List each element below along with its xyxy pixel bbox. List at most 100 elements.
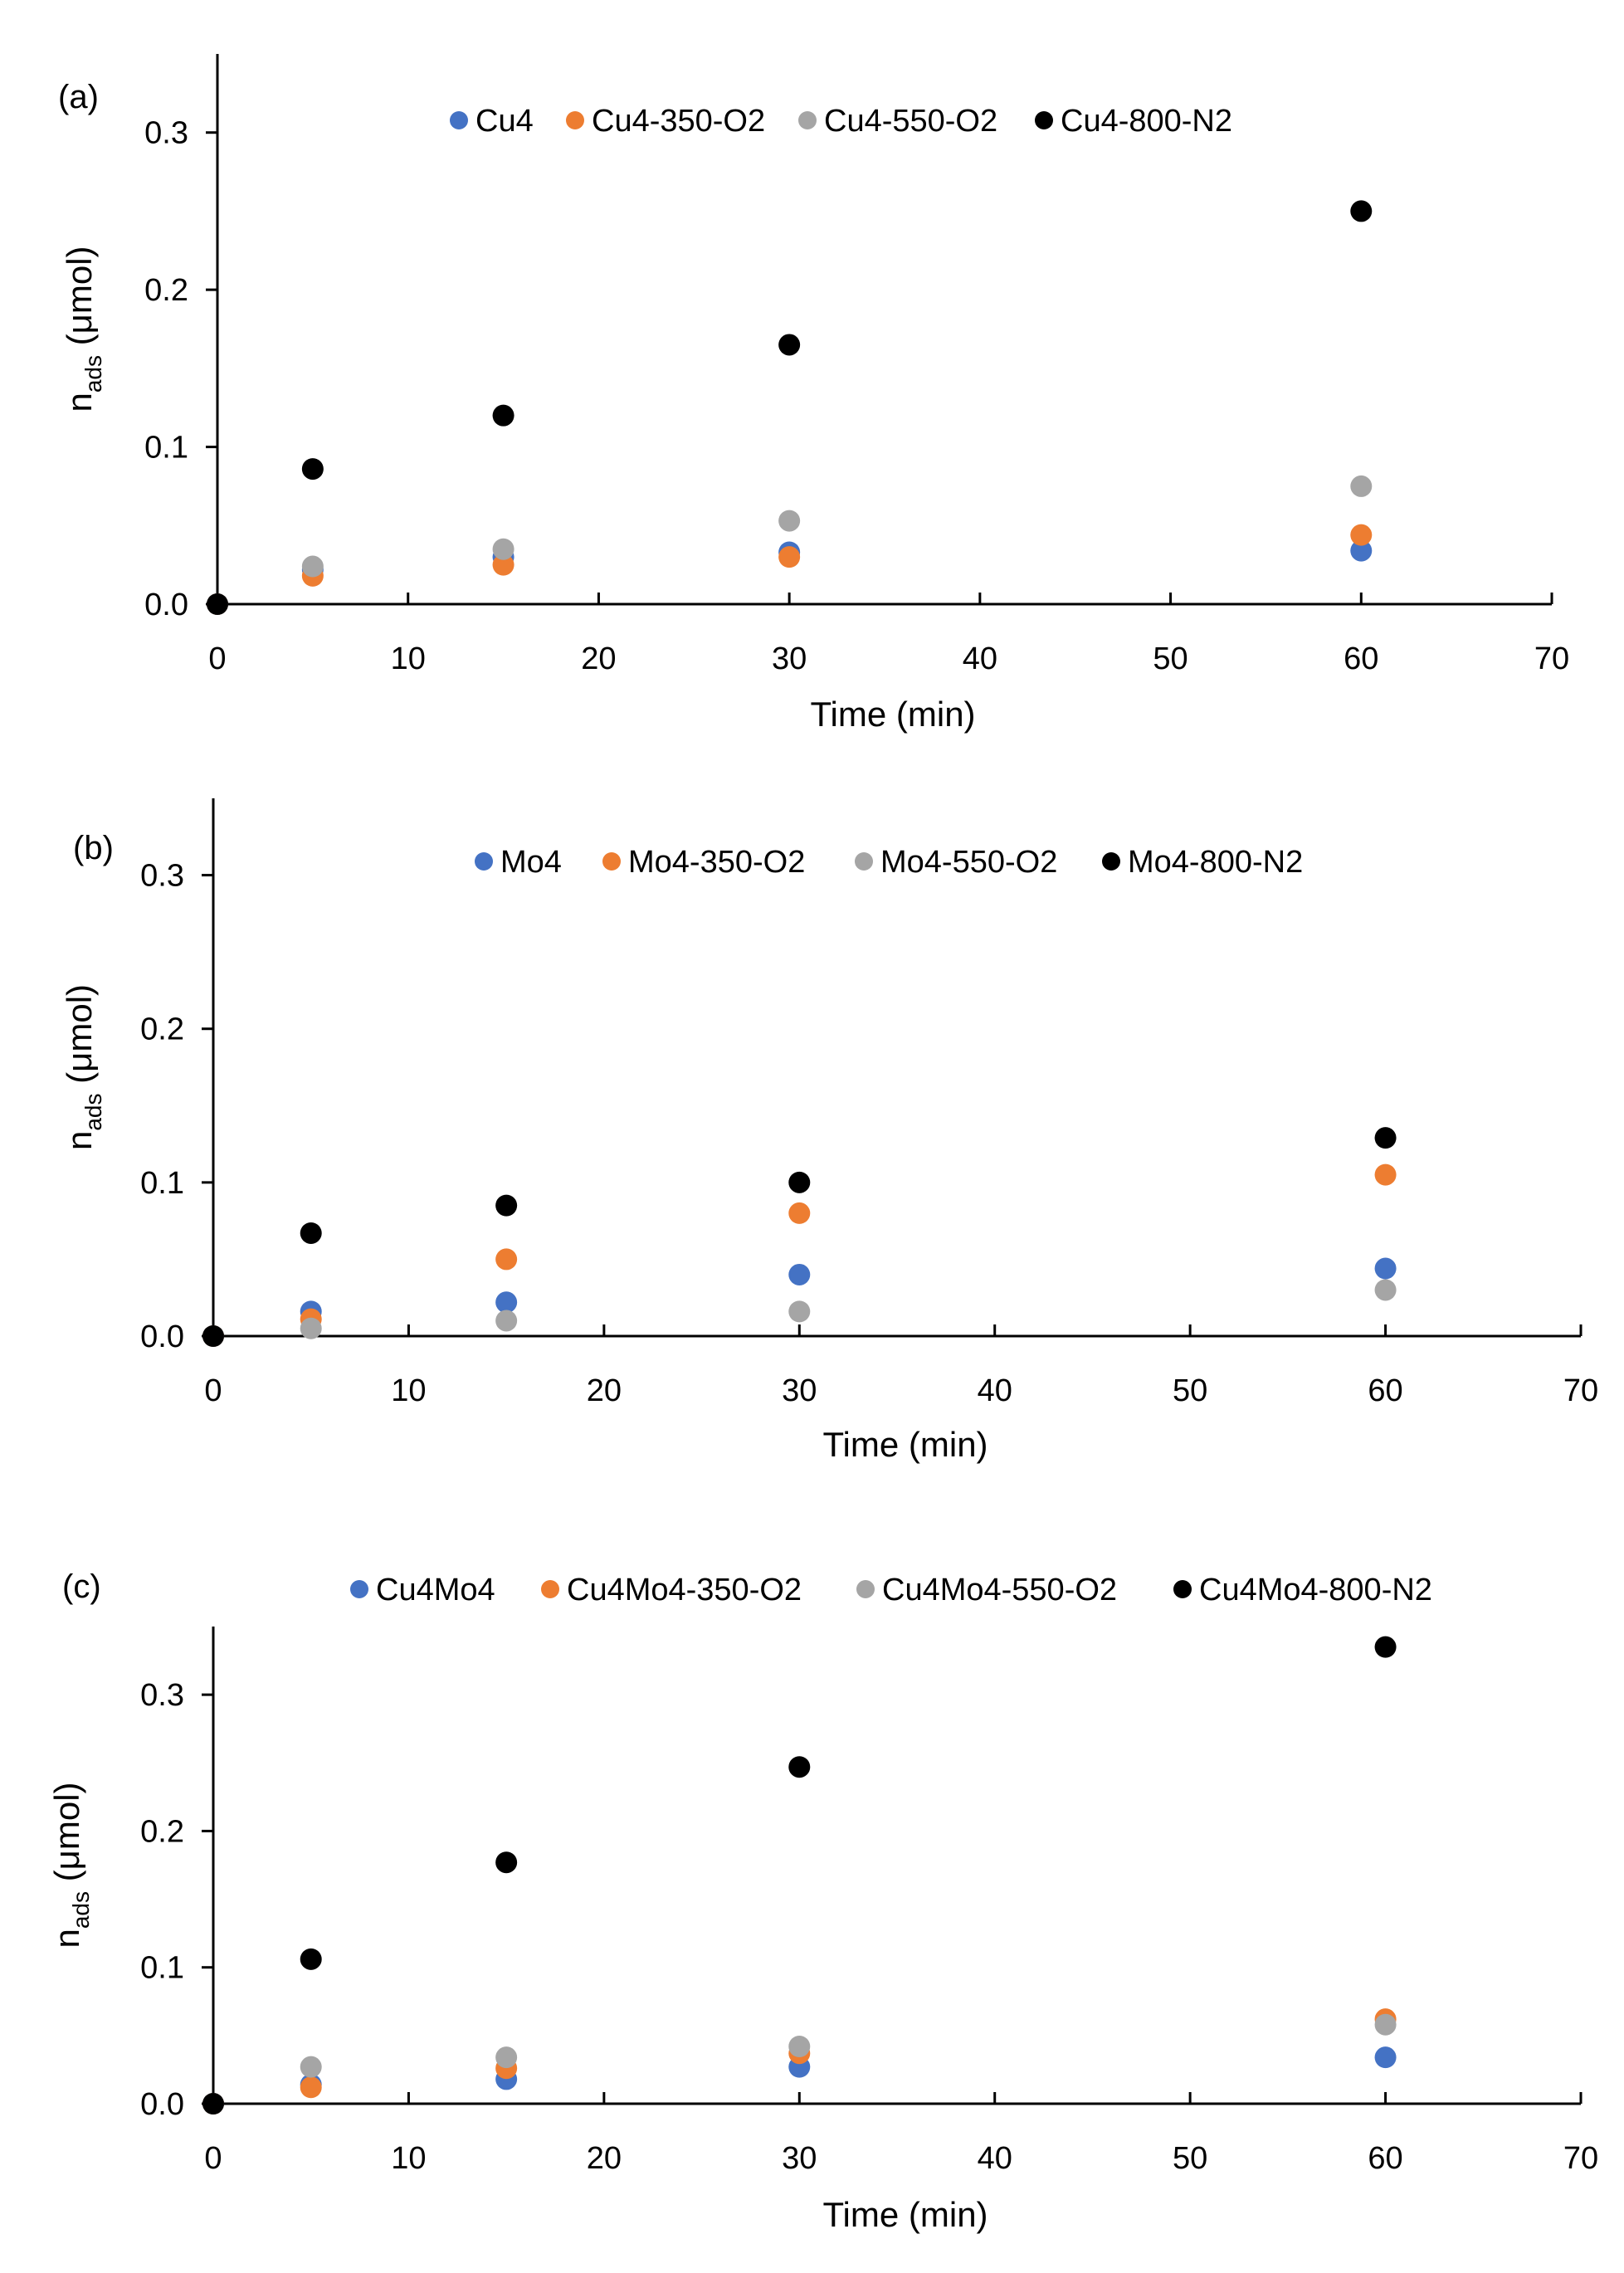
y-tick-label: 0.2 bbox=[140, 1012, 184, 1047]
y-axis-title-main: n bbox=[60, 1131, 99, 1150]
legend-marker-cu4-550-o2 bbox=[798, 111, 817, 129]
data-point-cu4mo4-800-n2 bbox=[1374, 1636, 1397, 1658]
panel-label: (c) bbox=[62, 1568, 101, 1605]
data-point-cu4mo4-550-o2 bbox=[300, 2056, 322, 2078]
y-tick-label: 0.3 bbox=[144, 116, 188, 151]
x-tick-label: 50 bbox=[1173, 2141, 1207, 2176]
x-tick-label: 10 bbox=[391, 641, 426, 676]
data-point-cu4-800-n2 bbox=[1350, 200, 1373, 222]
legend-label-mo4-550-o2: Mo4-550-O2 bbox=[880, 845, 1057, 880]
x-tick-label: 0 bbox=[204, 2141, 222, 2176]
data-point-cu4-550-o2 bbox=[778, 510, 801, 532]
data-point-cu4-800-n2 bbox=[492, 404, 515, 427]
y-tick-label: 0.2 bbox=[144, 273, 188, 308]
legend-label-mo4-350-o2: Mo4-350-O2 bbox=[628, 845, 805, 880]
panel-label: (b) bbox=[73, 830, 114, 866]
y-tick-label: 0.3 bbox=[140, 1678, 184, 1713]
x-tick-label: 70 bbox=[1534, 641, 1569, 676]
chart-panel-b: 0 10 20 30 40 50 60 70 0.0 0.1 0.2 0.3 Time (min) nad… bbox=[60, 798, 1598, 1464]
x-tick-label: 70 bbox=[1563, 1373, 1598, 1408]
data-point-cu4mo4 bbox=[1374, 2046, 1397, 2069]
x-tick-label: 40 bbox=[978, 2141, 1012, 2176]
x-tick-label: 40 bbox=[978, 1373, 1012, 1408]
y-tick-label: 0.1 bbox=[144, 431, 188, 466]
x-tick-label: 10 bbox=[391, 1373, 426, 1408]
x-tick-label: 10 bbox=[391, 2141, 426, 2176]
y-tick-label: 0.0 bbox=[140, 1319, 184, 1354]
legend-marker-cu4-800-n2 bbox=[1035, 111, 1053, 129]
x-axis-title: Time (min) bbox=[822, 2195, 988, 2234]
y-tick-label: 0.2 bbox=[140, 1814, 184, 1849]
x-tick-label: 60 bbox=[1368, 1373, 1402, 1408]
x-axis-title: Time (min) bbox=[810, 695, 975, 734]
legend-marker-cu4mo4-350-o2 bbox=[541, 1580, 559, 1598]
data-point-cu4-800-n2 bbox=[778, 334, 801, 356]
data-point-cu4mo4-800-n2 bbox=[788, 1756, 811, 1778]
data-point-mo4-550-o2 bbox=[300, 1317, 322, 1339]
x-tick-label: 20 bbox=[581, 641, 616, 676]
x-tick-label: 30 bbox=[772, 641, 807, 676]
legend-marker-mo4-350-o2 bbox=[602, 852, 621, 871]
data-point-mo4 bbox=[1374, 1257, 1397, 1280]
legend-marker-cu4mo4 bbox=[350, 1580, 368, 1598]
y-tick-label: 0.3 bbox=[140, 859, 184, 894]
data-point-mo4-800-n2 bbox=[1374, 1127, 1397, 1149]
data-point-cu4-350-o2 bbox=[492, 554, 515, 576]
y-axis-title-unit: (μmol) bbox=[60, 984, 99, 1094]
data-point-cu4 bbox=[1350, 539, 1373, 562]
x-tick-label: 60 bbox=[1368, 2141, 1402, 2176]
data-point-cu4mo4-800-n2 bbox=[495, 1851, 518, 1874]
y-axis-title-unit: (μmol) bbox=[60, 246, 99, 355]
y-tick-label: 0.1 bbox=[140, 1166, 184, 1201]
x-tick-label: 60 bbox=[1344, 641, 1378, 676]
y-axis-title-subscript: ads bbox=[80, 1094, 106, 1131]
legend-marker-cu4 bbox=[450, 111, 468, 129]
data-point-cu4mo4-550-o2 bbox=[1374, 2013, 1397, 2036]
y-tick-label: 0.1 bbox=[140, 1951, 184, 1986]
legend-label-cu4mo4-550-o2: Cu4Mo4-550-O2 bbox=[882, 1573, 1117, 1607]
legend-label-cu4mo4-800-n2: Cu4Mo4-800-N2 bbox=[1199, 1573, 1432, 1607]
data-point-cu4mo4-800-n2 bbox=[300, 1948, 322, 1970]
x-tick-label: 30 bbox=[782, 1373, 817, 1408]
legend-marker-mo4-800-n2 bbox=[1102, 852, 1120, 871]
legend-marker-cu4mo4-550-o2 bbox=[856, 1580, 875, 1598]
data-point-mo4-800-n2 bbox=[300, 1222, 322, 1244]
data-point-mo4-550-o2 bbox=[495, 1310, 518, 1332]
x-tick-label: 50 bbox=[1173, 1373, 1207, 1408]
y-axis-title-unit: (μmol) bbox=[47, 1782, 86, 1891]
x-axis-title: Time (min) bbox=[822, 1425, 988, 1464]
legend-label-cu4mo4: Cu4Mo4 bbox=[376, 1573, 495, 1607]
data-point-cu4-800-n2 bbox=[207, 593, 228, 615]
data-point-cu4mo4-800-n2 bbox=[202, 2093, 224, 2114]
x-tick-label: 70 bbox=[1563, 2141, 1598, 2176]
legend-label-cu4-350-o2: Cu4-350-O2 bbox=[592, 104, 765, 139]
legend-label-cu4-550-o2: Cu4-550-O2 bbox=[824, 104, 997, 139]
legend-label-mo4-800-n2: Mo4-800-N2 bbox=[1128, 845, 1303, 880]
legend-marker-mo4-550-o2 bbox=[855, 852, 873, 871]
panel-label: (a) bbox=[58, 79, 99, 115]
y-axis-title: nads (μmol) bbox=[60, 246, 106, 412]
legend-label-cu4mo4-350-o2: Cu4Mo4-350-O2 bbox=[567, 1573, 802, 1607]
data-point-mo4-350-o2 bbox=[1374, 1163, 1397, 1186]
data-point-mo4-550-o2 bbox=[1374, 1279, 1397, 1301]
data-point-cu4-550-o2 bbox=[301, 555, 324, 578]
data-point-cu4mo4-550-o2 bbox=[495, 2046, 518, 2069]
legend-label-mo4: Mo4 bbox=[500, 845, 562, 880]
x-tick-label: 30 bbox=[782, 2141, 817, 2176]
data-point-cu4-800-n2 bbox=[301, 458, 324, 480]
data-point-mo4-350-o2 bbox=[495, 1248, 518, 1271]
data-point-cu4-550-o2 bbox=[492, 538, 515, 560]
chart-panel-a: 0 10 20 30 40 50 60 70 0.0 0.1 0.2 0.3 Time (min) nad… bbox=[58, 54, 1569, 734]
y-axis-title-main: n bbox=[47, 1929, 86, 1948]
x-tick-label: 40 bbox=[963, 641, 997, 676]
x-tick-label: 20 bbox=[587, 2141, 622, 2176]
data-point-mo4-800-n2 bbox=[788, 1171, 811, 1193]
y-axis-title-subscript: ads bbox=[68, 1891, 94, 1929]
data-point-cu4mo4-350-o2 bbox=[300, 2076, 322, 2099]
y-axis-title-subscript: ads bbox=[80, 355, 106, 393]
legend-marker-mo4 bbox=[475, 852, 493, 871]
data-point-mo4-800-n2 bbox=[495, 1194, 518, 1217]
data-point-cu4mo4-550-o2 bbox=[788, 2036, 811, 2057]
y-axis-title-main: n bbox=[60, 393, 99, 412]
y-axis-title: nads (μmol) bbox=[47, 1782, 94, 1948]
